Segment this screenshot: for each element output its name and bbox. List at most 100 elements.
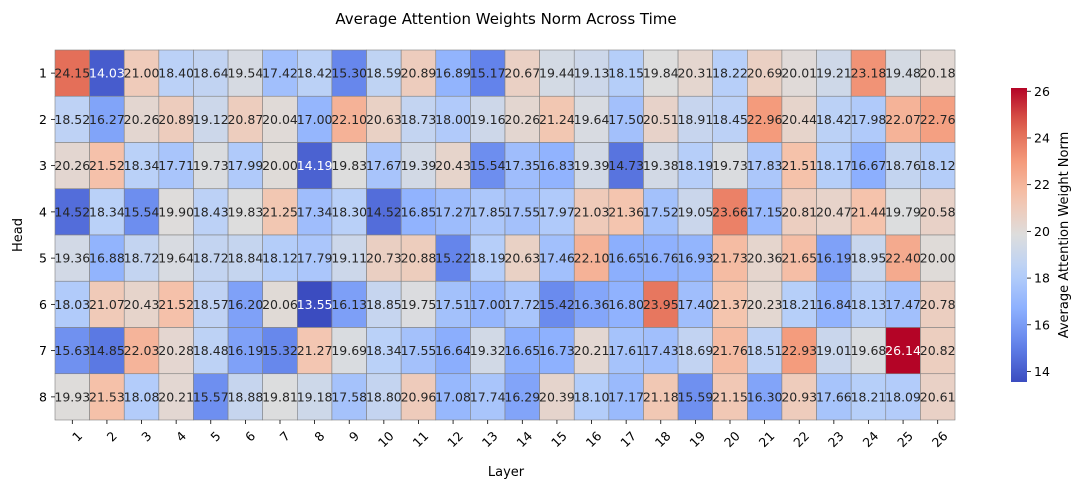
heatmap-cell [850,373,887,421]
y-axis-ticks: 1 2 3 4 5 6 7 8 [39,66,55,404]
cell-value-label: 20.81 [781,204,817,219]
cell-value-label: 20.63 [504,251,540,266]
y-tick-label: 8 [39,389,47,404]
x-tick-label: 18 [652,428,674,450]
heatmap-cell [885,280,921,328]
heatmap-cell [193,327,229,375]
cell-value-label: 19.01 [816,343,852,358]
heatmap-cell [400,234,437,282]
heatmap-cell [504,142,540,190]
heatmap-cell [470,95,506,143]
y-tick-label: 4 [39,204,47,219]
cell-value-label: 19.44 [539,66,575,81]
cell-value-label: 19.83 [331,158,367,173]
heatmap-cell [435,373,471,421]
heatmap-cell [885,142,921,190]
cell-value-label: 20.44 [781,112,817,127]
cell-value-label: 20.43 [435,158,471,173]
heatmap-cell [643,280,679,328]
cell-value-label: 17.40 [677,297,713,312]
heatmap-cell [331,234,367,282]
heatmap-cell [781,188,817,236]
cell-value-label: 18.91 [677,112,713,127]
cell-value-label: 18.03 [54,297,90,312]
cell-value-label: 20.73 [366,251,402,266]
cell-value-label: 19.21 [816,66,852,81]
cell-value-label: 20.89 [158,112,194,127]
cell-value-label: 20.21 [158,389,194,404]
cell-value-label: 20.06 [262,297,298,312]
cell-value-label: 14.85 [89,343,125,358]
heatmap-cell [608,280,644,328]
heatmap-cell [262,142,298,190]
heatmap-cell [504,234,540,282]
cell-value-label: 20.36 [747,251,783,266]
cell-value-label: 16.29 [504,389,540,404]
cell-value-label: 17.52 [643,204,679,219]
heatmap-cell [608,95,644,143]
heatmap-cell [712,142,748,190]
cell-value-label: 20.01 [781,66,817,81]
cell-value-label: 19.12 [193,112,229,127]
heatmap-cell [573,49,610,97]
cell-value-label: 18.21 [851,389,887,404]
cell-value-label: 16.93 [677,251,713,266]
cell-value-label: 15.32 [262,343,298,358]
heatmap-cell [747,142,783,190]
cell-value-label: 20.63 [366,112,402,127]
cell-value-label: 19.48 [885,66,921,81]
cell-value-label: 21.52 [89,158,125,173]
x-tick-label: 5 [207,428,223,444]
cell-value-label: 18.34 [124,158,160,173]
heatmap-cell [608,373,644,421]
cell-value-label: 21.03 [574,204,610,219]
cell-value-label: 19.69 [331,343,367,358]
heatmap-cell [885,49,921,97]
y-axis-label: Head [11,218,26,252]
cell-value-label: 16.80 [608,297,644,312]
cell-value-label: 20.51 [643,112,679,127]
cell-value-label: 19.81 [262,389,298,404]
cell-value-label: 19.11 [331,251,367,266]
cell-value-label: 17.00 [297,112,333,127]
cell-value-label: 19.83 [227,204,263,219]
heatmap-cell [781,373,817,421]
cell-value-label: 18.42 [816,112,852,127]
cell-value-label: 18.88 [227,389,263,404]
heatmap-cell [400,95,437,143]
heatmap-cell [400,327,437,375]
cell-value-label: 20.04 [262,112,298,127]
cell-value-label: 22.76 [920,112,956,127]
heatmap-cell [677,234,713,282]
cell-value-label: 17.74 [470,389,506,404]
cell-value-label: 20.88 [401,251,437,266]
cell-value-label: 21.73 [712,251,748,266]
x-tick-label: 16 [583,428,605,450]
cell-value-label: 22.93 [781,343,817,358]
cell-value-label: 17.46 [539,251,575,266]
heatmap-cell [54,95,90,143]
cell-value-label: 20.31 [677,66,713,81]
colorbar-tick-label: 14 [1034,364,1050,379]
cell-value-label: 21.65 [781,251,817,266]
cell-value-label: 16.30 [747,389,783,404]
cell-value-label: 19.16 [470,112,506,127]
cell-value-label: 20.00 [920,251,956,266]
x-tick-label: 7 [277,428,293,444]
heatmap-cell [366,95,402,143]
heatmap-cell [850,280,887,328]
cell-value-label: 20.89 [401,66,437,81]
heatmap-cell [850,234,887,282]
cell-value-label: 20.26 [54,158,90,173]
heatmap-cell [920,142,956,190]
cell-value-label: 16.64 [435,343,471,358]
cell-value-label: 16.27 [89,112,125,127]
x-tick-label: 1 [69,428,85,444]
heatmap-cell [781,49,817,97]
heatmap-cell [89,95,125,143]
cell-value-label: 14.52 [54,204,90,219]
heatmap-cell [435,327,471,375]
cell-value-label: 17.42 [262,66,298,81]
cell-value-label: 17.50 [608,112,644,127]
heatmap-cell [608,188,644,236]
